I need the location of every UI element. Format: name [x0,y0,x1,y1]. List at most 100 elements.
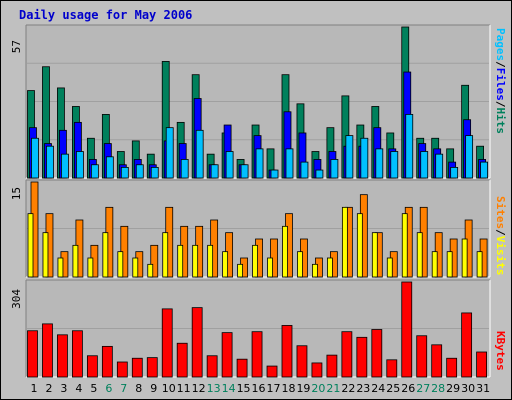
pages-bar-9 [150,167,159,179]
sites-bar-26 [401,213,408,278]
sites-bar-24 [371,232,378,278]
pages-bar-31 [480,161,489,179]
x-tick-label-6: 6 [105,382,112,395]
x-tick-label-17: 17 [267,382,281,395]
pages-bar-22 [345,135,354,179]
sites-bar-13 [207,244,214,278]
legend-entry: / [494,101,507,108]
kbytes-bar-11 [176,342,188,378]
sites-bar-15 [237,263,243,278]
pages-bar-24 [375,148,384,179]
x-tick-label-29: 29 [446,382,460,395]
kbytes-bar-7 [116,361,128,378]
pages-bar-27 [420,151,429,179]
sites-bar-2 [42,232,49,278]
kbytes-bar-19 [296,345,308,378]
kbytes-bar-27 [416,335,428,378]
pages-bar-10 [165,127,174,179]
pages-bar-15 [240,164,249,179]
kbytes-bar-13 [206,355,218,378]
kbytes-bar-22 [341,331,353,378]
kbytes-bar-28 [431,344,443,378]
x-tick-label-7: 7 [120,382,127,395]
pages-bar-3 [61,153,69,179]
sites-bar-5 [87,257,94,278]
kbytes-bar-30 [461,312,473,378]
pages-bar-20 [315,169,324,179]
sites-bar-27 [416,232,423,278]
sites-bar-1 [27,213,34,278]
legend-middle: Sites/Visits [494,196,507,276]
sites-bar-28 [431,251,438,278]
legend-entry: / [494,229,507,236]
x-tick-label-16: 16 [252,382,266,395]
x-tick-label-30: 30 [461,382,475,395]
pages-bar-23 [360,137,369,179]
legend-top: Pages/Files/Hits [494,28,507,134]
sites-bar-21 [326,257,333,278]
sites-bar-11 [177,244,184,278]
sites-bar-9 [147,263,154,278]
kbytes-bar-25 [386,359,398,378]
sites-bar-17 [267,257,273,278]
x-tick-label-22: 22 [341,382,355,395]
pages-bar-5 [90,164,99,179]
y-max-label-bottom: 304 [10,289,23,309]
y-max-label-top: 57 [10,40,23,53]
sites-bar-22 [341,206,348,278]
pages-bar-6 [105,156,114,179]
x-tick-label-24: 24 [371,382,385,395]
pages-bar-25 [390,151,399,179]
kbytes-bar-10 [161,308,173,378]
x-tick-label-18: 18 [281,382,295,395]
x-tick-label-11: 11 [177,382,191,395]
sites-bar-30 [461,238,468,278]
sites-bar-20 [312,263,318,278]
legend-entry: Sites [494,196,507,229]
x-tick-label-2: 2 [45,382,52,395]
chart-title: Daily usage for May 2006 [19,8,193,22]
pages-bar-8 [135,164,144,179]
sites-bar-10 [162,232,169,278]
pages-bar-18 [285,148,294,179]
visits-bar-9 [150,244,159,278]
pages-bar-12 [195,129,204,179]
sites-bar-18 [282,225,288,278]
x-tick-label-14: 14 [222,382,236,395]
kbytes-bar-6 [101,345,113,378]
pages-bar-2 [46,145,54,179]
kbytes-bar-23 [356,336,368,378]
sites-bar-3 [57,257,64,278]
x-tick-label-28: 28 [431,382,445,395]
x-tick-label-5: 5 [90,382,97,395]
kbytes-bar-4 [72,330,83,378]
sites-bar-6 [102,232,109,278]
sites-bar-4 [72,244,79,278]
pages-bar-19 [300,161,309,179]
kbytes-bar-20 [311,362,323,378]
x-tick-label-31: 31 [476,382,490,395]
pages-bar-11 [180,159,189,179]
pages-bar-1 [31,137,39,179]
sites-bar-14 [222,251,229,278]
legend-entry: Files [494,68,507,101]
legend-entry: Pages [494,28,507,61]
kbytes-bar-14 [221,332,233,378]
kbytes-bar-9 [146,357,158,378]
legend-bottom: KBytes [494,331,507,371]
legend-entry: Hits [494,108,507,135]
x-tick-label-23: 23 [356,382,370,395]
kbytes-bar-16 [251,331,263,378]
kbytes-bar-5 [86,355,98,378]
x-tick-label-1: 1 [30,382,37,395]
pages-bar-14 [225,151,234,179]
kbytes-bar-21 [326,354,338,378]
x-tick-label-4: 4 [75,382,82,395]
kbytes-bar-29 [446,357,458,378]
kbytes-bar-3 [57,334,68,378]
x-tick-label-12: 12 [192,382,206,395]
x-tick-label-20: 20 [311,382,325,395]
kbytes-bar-17 [266,365,278,378]
x-tick-label-13: 13 [207,382,221,395]
